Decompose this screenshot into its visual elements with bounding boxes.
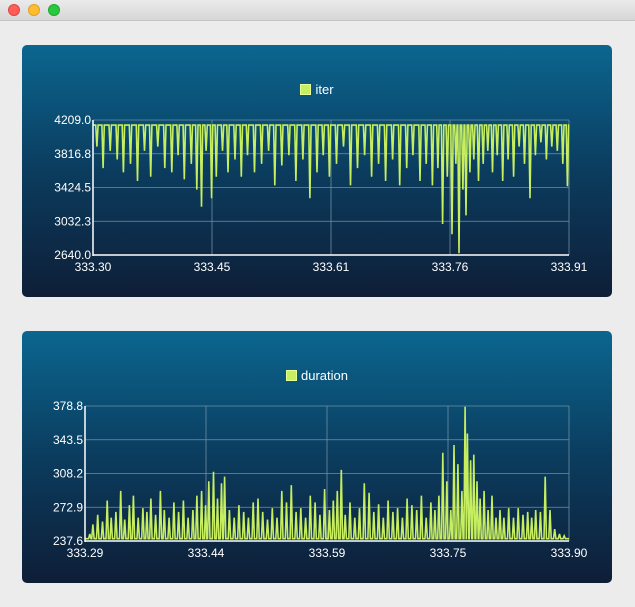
duration-x-tick-label: 333.44 [188,546,225,560]
iter-chart-panel: iter 4209.0 3816.8 3424.5 3032.3 2640.0 333.3… [22,45,612,297]
duration-y-tick-label: 272.9 [53,500,83,514]
iter-legend: iter [22,82,612,97]
iter-x-tick-label: 333.91 [551,260,588,274]
duration-x-tick-label: 333.75 [430,546,467,560]
iter-x-tick-label: 333.76 [432,260,469,274]
zoom-window-button[interactable] [48,4,60,16]
duration-y-tick-label: 343.5 [53,433,83,447]
minimize-window-button[interactable] [28,4,40,16]
duration-legend: duration [22,368,612,383]
iter-y-tick-label: 4209.0 [54,113,91,127]
duration-legend-swatch [286,370,297,381]
duration-y-tick-label: 378.8 [53,399,83,413]
iter-x-tick-label: 333.61 [313,260,350,274]
duration-x-tick-label: 333.29 [67,546,104,560]
iter-x-tick-label: 333.45 [194,260,231,274]
close-window-button[interactable] [8,4,20,16]
iter-y-tick-label: 2640.0 [54,248,91,262]
iter-series-line [93,124,570,254]
duration-y-tick-label: 308.2 [53,467,83,481]
iter-y-tick-label: 3816.8 [54,147,91,161]
duration-series-line [85,406,569,540]
window-titlebar [0,0,635,21]
iter-y-tick-label: 3424.5 [54,181,91,195]
duration-x-tick-label: 333.59 [309,546,346,560]
duration-x-tick-label: 333.90 [551,546,588,560]
iter-legend-label: iter [315,82,334,97]
iter-legend-swatch [300,84,312,95]
duration-chart-panel: duration 378.8 343.5 308.2 272.9 237.6 333.29… [22,331,612,583]
duration-legend-label: duration [301,368,348,383]
iter-x-tick-label: 333.30 [75,260,112,274]
duration-y-tick-label: 237.6 [53,534,83,548]
iter-y-tick-label: 3032.3 [54,214,91,228]
